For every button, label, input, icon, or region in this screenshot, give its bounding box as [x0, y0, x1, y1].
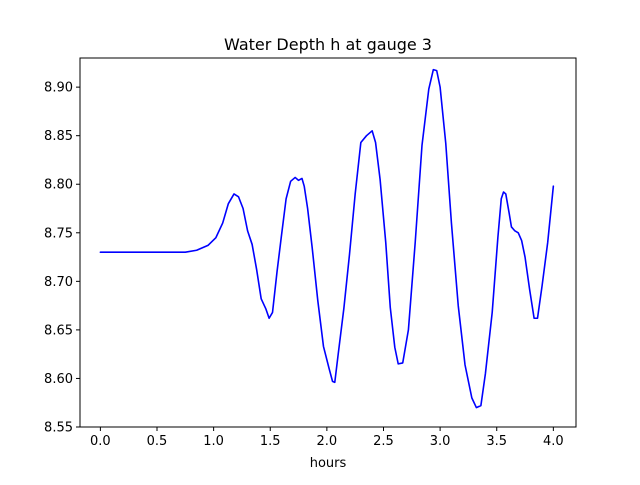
chart-title: Water Depth h at gauge 3 — [224, 35, 432, 54]
y-tick-label: 8.75 — [44, 226, 73, 241]
x-tick-label: 2.5 — [373, 434, 394, 449]
y-tick-label: 8.60 — [44, 372, 73, 387]
series-layer — [99, 68, 555, 409]
x-tick-label: 1.0 — [203, 434, 224, 449]
x-tick-label: 2.0 — [317, 434, 338, 449]
x-tick-label: 1.5 — [260, 434, 281, 449]
y-axis: 8.55 8.60 8.65 8.70 8.75 8.80 8.85 8.90 — [44, 81, 80, 436]
y-tick-label: 8.80 — [44, 178, 73, 193]
plot-frame — [79, 57, 577, 428]
x-axis: 0.0 0.5 1.0 1.5 2.0 2.5 3.0 3.5 4.0 — [90, 427, 564, 449]
y-tick-label: 8.70 — [44, 275, 73, 290]
x-tick-label: 3.0 — [430, 434, 451, 449]
y-tick-label: 8.65 — [44, 323, 73, 338]
x-tick-label: 3.5 — [486, 434, 507, 449]
x-tick-label: 0.5 — [147, 434, 168, 449]
x-axis-label: hours — [310, 456, 347, 471]
y-tick-label: 8.55 — [44, 421, 73, 436]
y-tick-label: 8.90 — [44, 81, 73, 96]
y-tick-label: 8.85 — [44, 129, 73, 144]
series-line-1 — [99, 68, 555, 409]
x-tick-label: 4.0 — [543, 434, 564, 449]
x-tick-label: 0.0 — [90, 434, 111, 449]
plot-area — [80, 58, 576, 427]
